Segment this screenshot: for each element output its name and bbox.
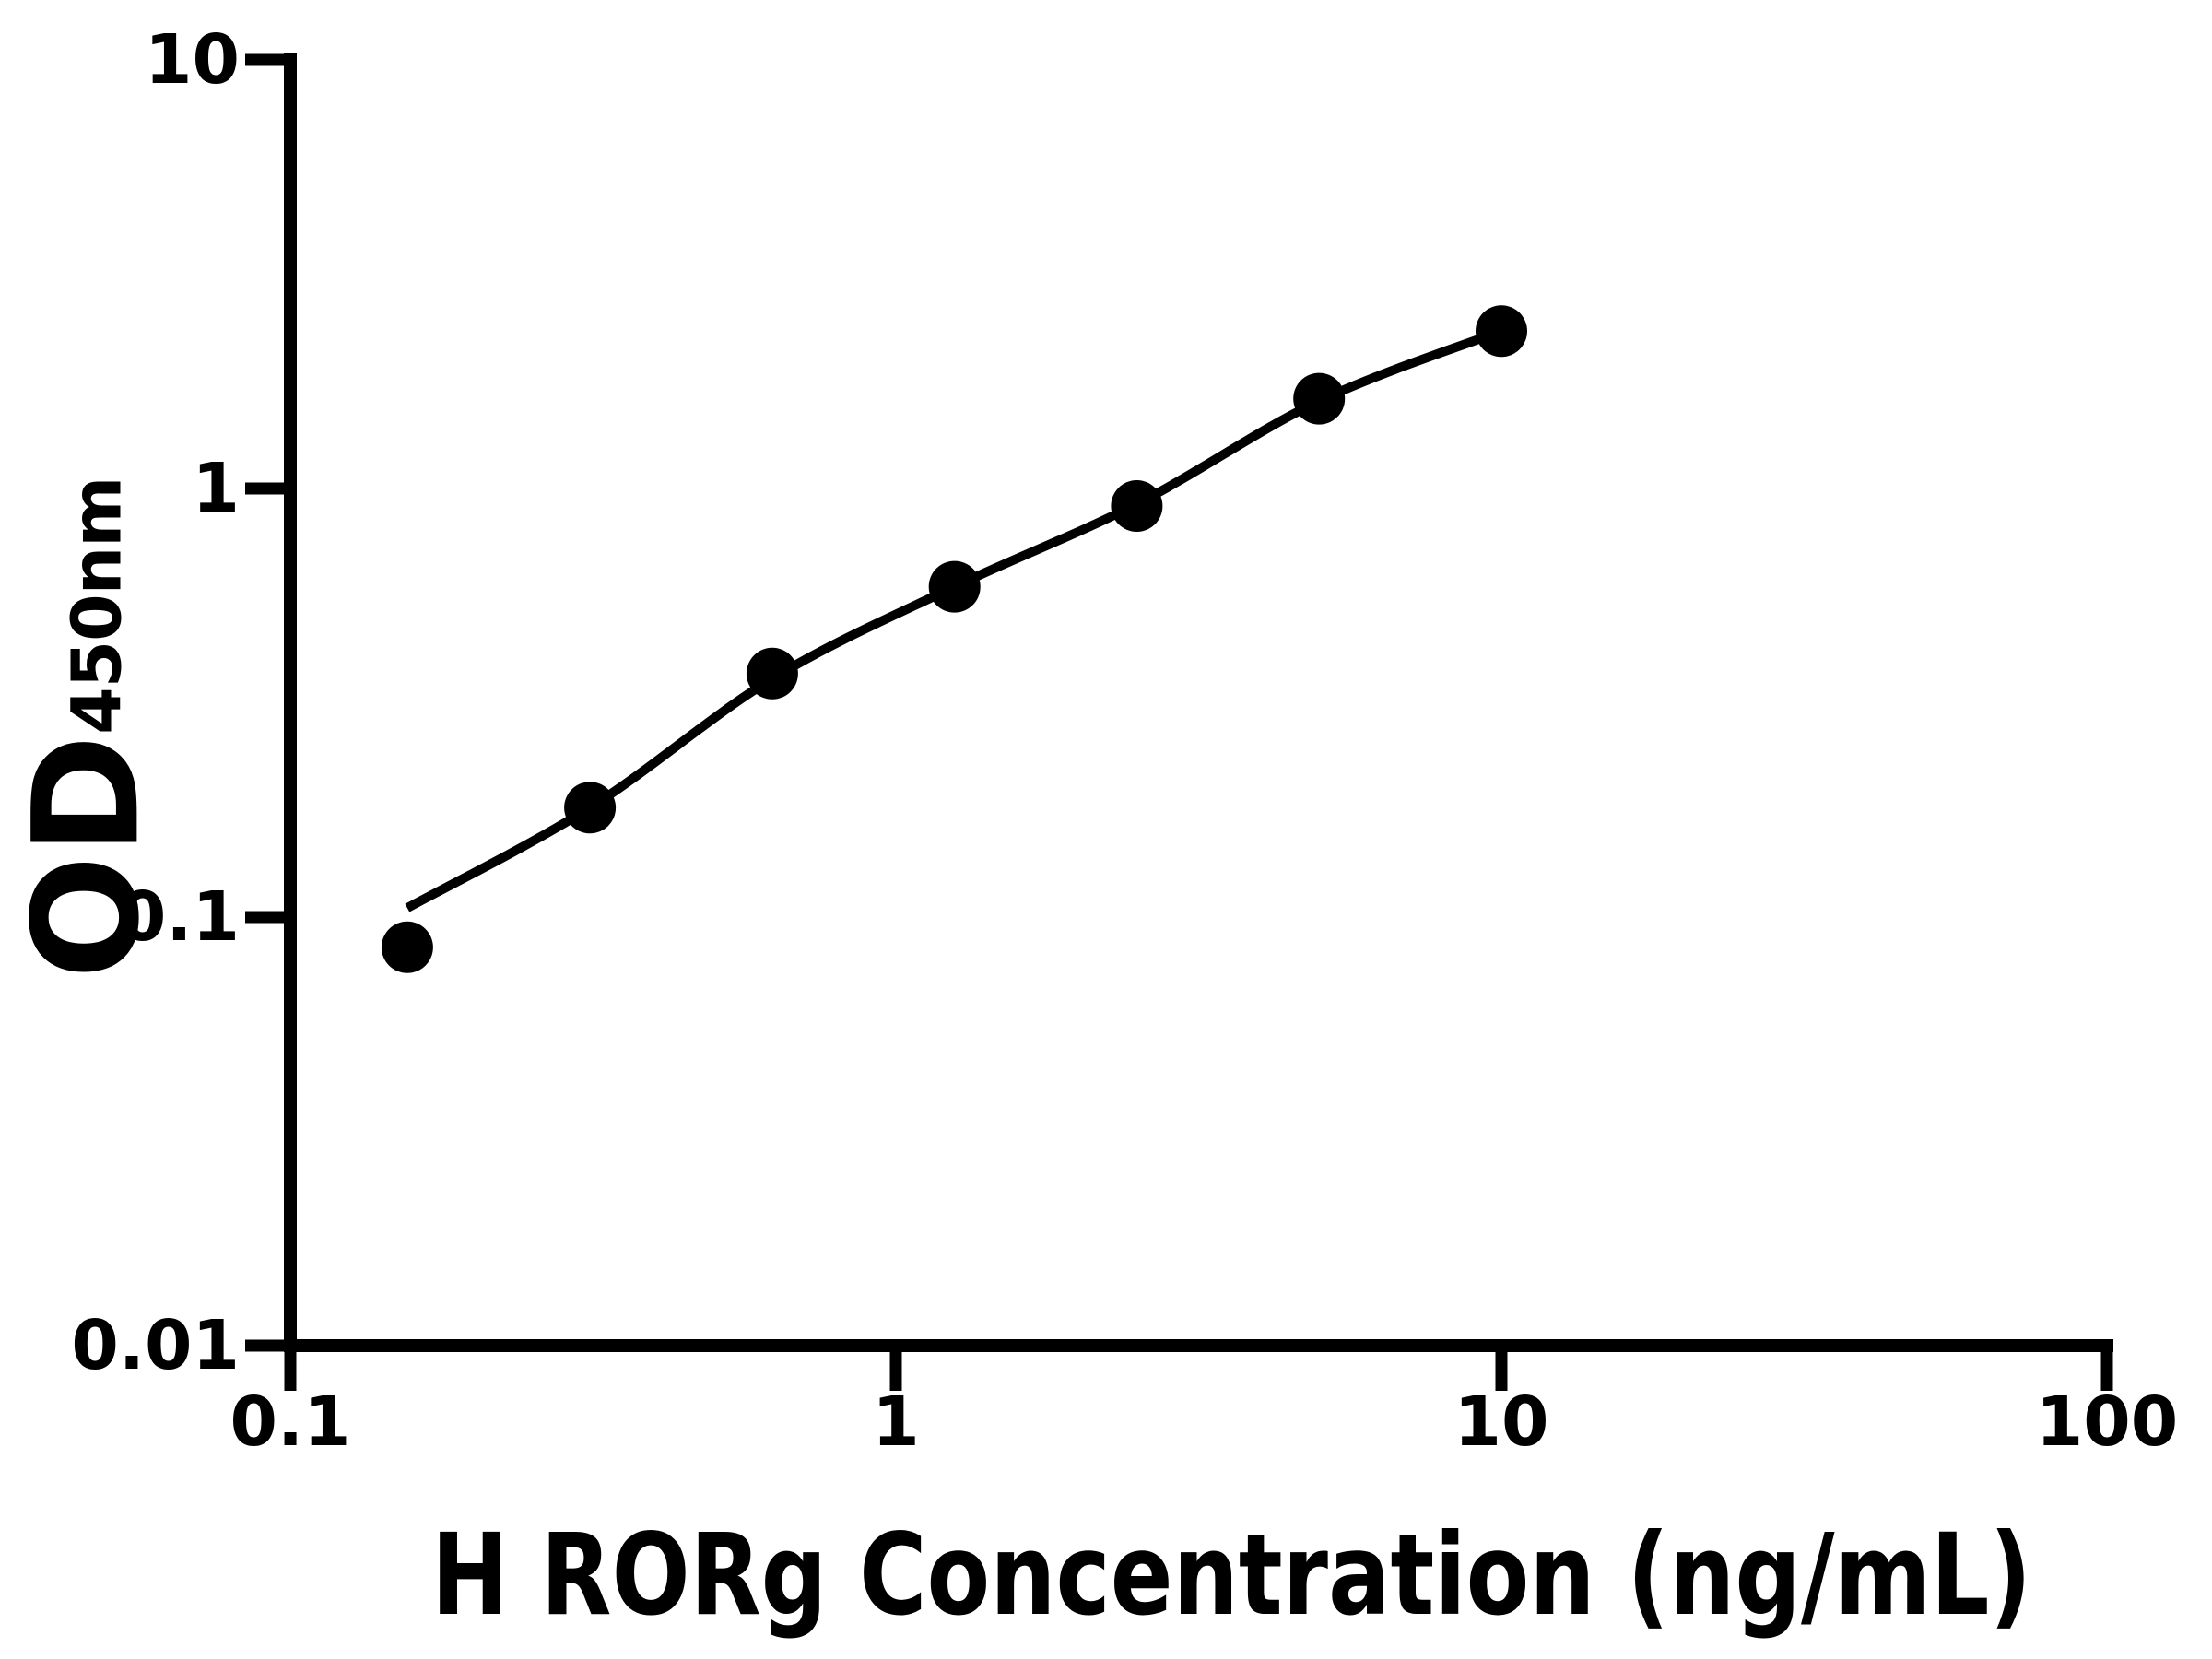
y-tick-label-1: 1 [192, 449, 241, 528]
data-point-marker [564, 782, 617, 834]
data-point-marker [1111, 480, 1163, 532]
y-axis-title-base: OD [2, 734, 172, 980]
data-point-marker [381, 921, 433, 973]
y-tick-label-10: 10 [145, 20, 240, 100]
x-axis-title: H RORg Concentration (ng/mL) [431, 1510, 2032, 1641]
data-point-marker [1476, 305, 1527, 358]
x-tick-label-10: 10 [1453, 1382, 1549, 1462]
y-axis-title: OD450nm [2, 477, 171, 980]
y-axis-title-subscript: 450nm [57, 477, 137, 735]
data-point-marker [1293, 372, 1346, 425]
data-point-marker [928, 560, 981, 613]
data-point-marker [746, 647, 798, 700]
x-tick-label-0.1: 0.1 [229, 1382, 351, 1462]
y-tick-label-0.01: 0.01 [71, 1306, 240, 1385]
y-tick-label-0.1: 0.1 [118, 877, 240, 957]
x-tick-label-1: 1 [872, 1382, 920, 1462]
x-tick-label-100: 100 [2035, 1382, 2179, 1462]
